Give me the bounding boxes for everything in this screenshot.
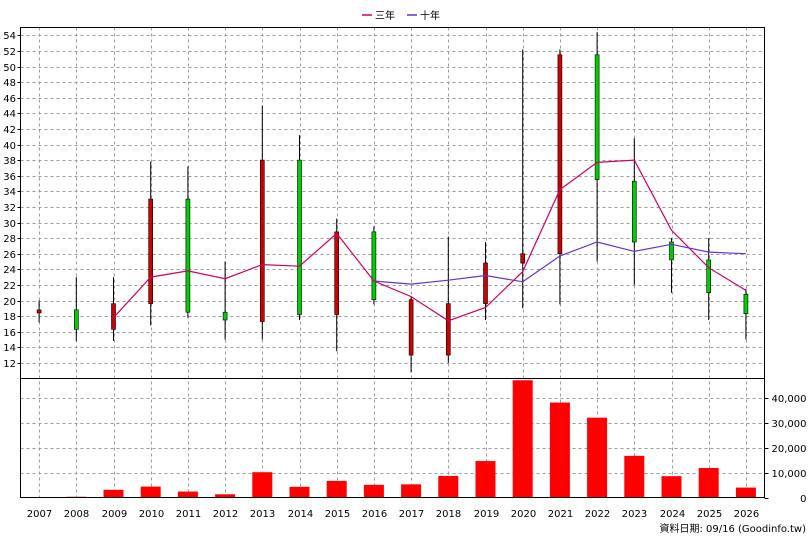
price-tick-label: 24: [3, 265, 16, 276]
candle-body-up: [185, 198, 191, 313]
price-tick-label: 46: [3, 94, 16, 105]
x-tick-label: 2009: [102, 509, 127, 520]
x-tick-label: 2019: [474, 509, 499, 520]
price-tick-label: 22: [3, 281, 16, 292]
volume-tick-label: 30,000: [772, 419, 807, 430]
price-tick-label: 50: [3, 63, 16, 74]
x-tick-label: 2015: [325, 509, 350, 520]
candle-body-down: [408, 299, 414, 356]
candle-body-down: [445, 303, 451, 356]
volume-bar: [289, 486, 310, 498]
x-tick-label: 2014: [288, 509, 313, 520]
volume-bar: [549, 402, 570, 498]
volume-tick-label: 20,000: [772, 444, 807, 455]
price-tick-label: 36: [3, 172, 16, 183]
price-tick-label: 40: [3, 141, 16, 152]
candle-body-up: [74, 309, 79, 330]
price-tick-label: 52: [3, 47, 16, 58]
plot-frame: [20, 27, 765, 498]
candle-body-down: [259, 159, 265, 322]
volume-bar: [363, 484, 384, 498]
volume-bar: [438, 475, 459, 498]
x-tick-label: 2016: [362, 509, 387, 520]
x-tick-label: 2012: [213, 509, 238, 520]
volume-bar: [587, 417, 608, 498]
legend-label-3yr: 三年: [375, 9, 395, 22]
series-line-3yr: [113, 159, 747, 322]
x-tick-label: 2013: [250, 509, 275, 520]
x-tick-label: 2017: [399, 509, 424, 520]
candle-body-down: [111, 303, 116, 330]
volume-bar: [661, 476, 682, 498]
x-tick-label: 2022: [585, 509, 610, 520]
price-tick-label: 34: [3, 187, 16, 198]
volume-tick-label: 10,000: [772, 469, 807, 480]
x-tick-label: 2021: [548, 509, 573, 520]
volume-tick-label: 0: [800, 494, 806, 505]
candle-body-up: [371, 231, 377, 301]
legend-label-10yr: 十年: [420, 9, 440, 22]
x-tick-label: 2018: [436, 509, 461, 520]
price-tick-label: 30: [3, 219, 16, 230]
price-tick-label: 28: [3, 234, 16, 245]
price-tick-label: 44: [3, 109, 16, 120]
chart-legend: 三年 十年: [362, 9, 440, 22]
candle-body-down: [334, 231, 340, 315]
price-tick-label: 32: [3, 203, 16, 214]
volume-bar: [177, 491, 198, 498]
x-tick-label: 2011: [176, 509, 201, 520]
price-tick-label: 18: [3, 312, 16, 323]
candle-body-up: [631, 180, 637, 243]
candle-body-up: [297, 159, 302, 315]
volume-bar: [624, 455, 645, 498]
x-tick-label: 2023: [622, 509, 647, 520]
candle-body-up: [706, 259, 712, 294]
candle-body-up: [594, 54, 600, 180]
footer-source: 資料日期: 09/16 (Goodinfo.tw): [659, 522, 806, 535]
volume-bar: [103, 489, 124, 498]
volume-bar: [215, 494, 236, 498]
candle-body-up: [669, 241, 674, 261]
x-tick-label: 2008: [64, 509, 89, 520]
price-tick-label: 42: [3, 125, 16, 136]
volume-tick-label: 40,000: [772, 394, 807, 405]
x-tick-label: 2025: [697, 509, 722, 520]
price-tick-label: 14: [3, 343, 16, 354]
price-tick-label: 48: [3, 78, 16, 89]
volume-bar: [698, 467, 719, 498]
price-tick-label: 12: [3, 359, 16, 370]
x-tick-label: 2024: [660, 509, 685, 520]
candle-body-down: [557, 54, 563, 254]
volume-bar: [512, 380, 533, 498]
volume-bar: [252, 472, 273, 498]
volume-bar: [326, 480, 347, 498]
volume-bar: [140, 486, 161, 498]
candle-body-up: [743, 293, 749, 315]
volume-bar: [401, 484, 422, 498]
x-tick-label: 2026: [734, 509, 759, 520]
x-tick-label: 2010: [139, 509, 164, 520]
volume-bar: [475, 461, 496, 498]
candle-body-up: [222, 311, 228, 321]
price-tick-label: 26: [3, 250, 16, 261]
candle-body-down: [148, 198, 153, 304]
candle-body-down: [483, 262, 488, 304]
price-tick-label: 38: [3, 156, 16, 167]
x-tick-label: 2020: [511, 509, 536, 520]
price-tick-label: 16: [3, 328, 16, 339]
price-tick-label: 20: [3, 297, 16, 308]
price-tick-label: 54: [3, 31, 16, 42]
candle-body-down: [520, 253, 526, 264]
x-tick-label: 2007: [27, 509, 52, 520]
series-line-10yr: [373, 241, 746, 285]
volume-bar: [735, 487, 756, 498]
candle-body-down: [36, 309, 42, 314]
